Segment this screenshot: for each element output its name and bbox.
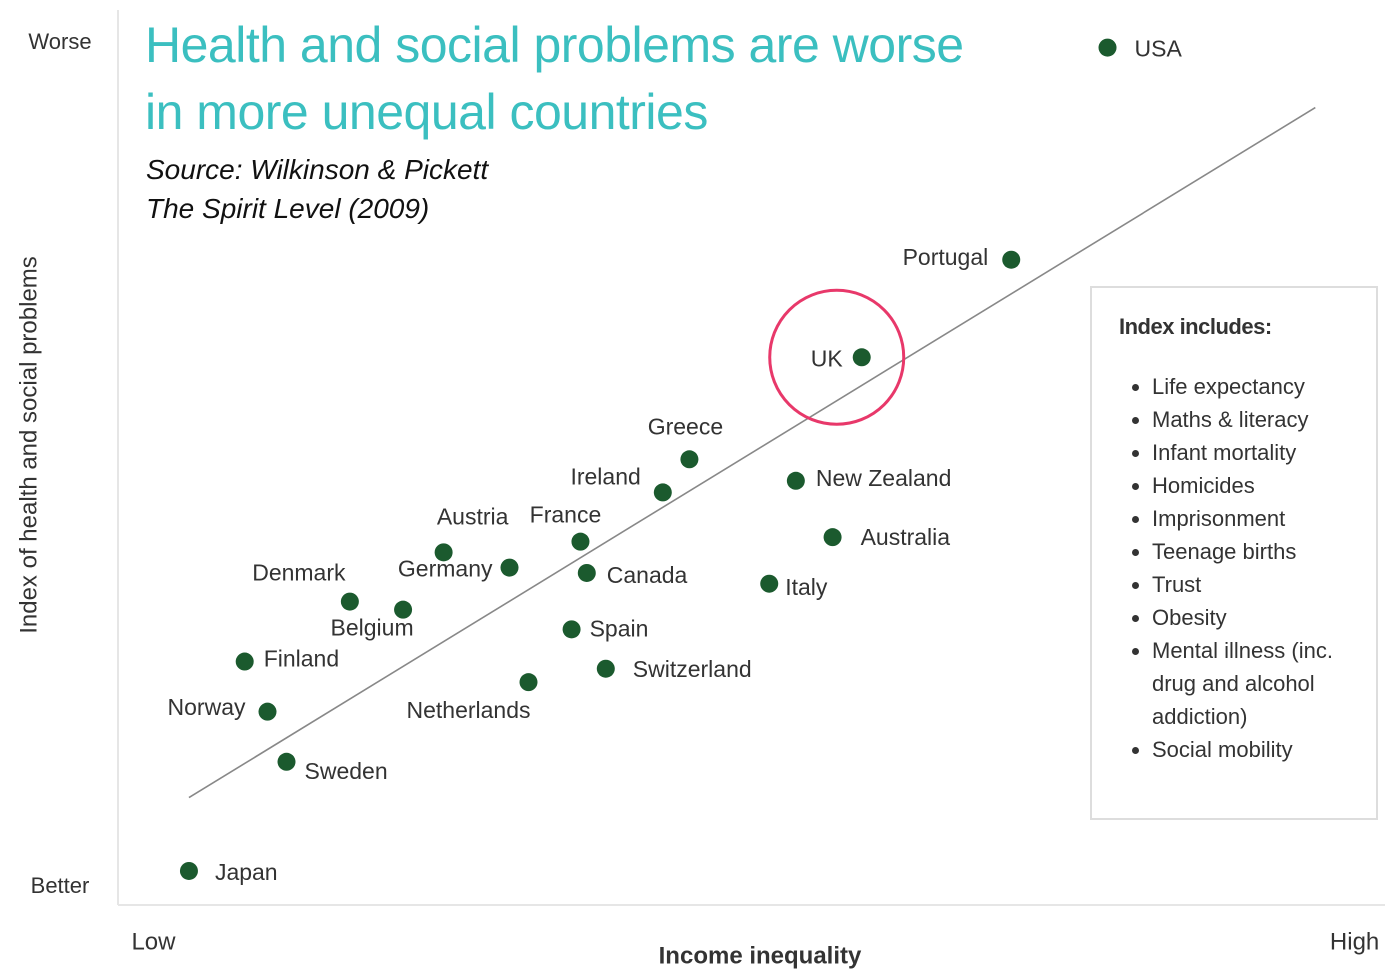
point-label: Austria bbox=[437, 503, 509, 529]
point bbox=[562, 620, 581, 639]
index-item: Social mobility bbox=[1152, 733, 1366, 766]
point-label: Portugal bbox=[903, 244, 989, 270]
point bbox=[823, 528, 842, 547]
point bbox=[500, 558, 519, 577]
point bbox=[519, 673, 538, 692]
point-label: Japan bbox=[215, 859, 278, 885]
trend-line bbox=[188, 106, 1316, 799]
highlight-ring bbox=[768, 288, 906, 426]
point-label: Germany bbox=[398, 556, 493, 582]
index-item: Homicides bbox=[1152, 469, 1366, 502]
y-tick-label: Better bbox=[31, 873, 90, 898]
point-label: Spain bbox=[590, 615, 649, 641]
index-box: Index includes: Life expectancyMaths & l… bbox=[1090, 286, 1378, 820]
point bbox=[235, 652, 254, 671]
point-label: Australia bbox=[861, 524, 951, 550]
point bbox=[577, 563, 596, 582]
point bbox=[571, 532, 590, 551]
source-line: Source: Wilkinson & Pickett bbox=[146, 154, 489, 185]
point bbox=[653, 483, 672, 502]
index-item: Infant mortality bbox=[1152, 436, 1366, 469]
index-item: Trust bbox=[1152, 568, 1366, 601]
point-label: Norway bbox=[168, 694, 246, 720]
point bbox=[340, 592, 359, 611]
point-label: Denmark bbox=[252, 560, 346, 586]
point bbox=[1098, 38, 1117, 57]
point-label: UK bbox=[811, 345, 844, 371]
point-label: Canada bbox=[607, 562, 688, 588]
point bbox=[394, 600, 413, 619]
point-label: Sweden bbox=[305, 758, 388, 784]
point-label: Italy bbox=[785, 574, 828, 600]
chart-title: Health and social problems are worse in … bbox=[145, 17, 964, 140]
index-box-title: Index includes: bbox=[1119, 314, 1272, 339]
point bbox=[596, 659, 615, 678]
index-list: Life expectancyMaths & literacyInfant mo… bbox=[1092, 370, 1376, 766]
point-label: USA bbox=[1135, 36, 1183, 62]
point bbox=[434, 543, 453, 562]
index-item: Mental illness (inc. drug and alcohol ad… bbox=[1152, 634, 1366, 733]
source-line: The Spirit Level (2009) bbox=[146, 193, 430, 224]
point-label: New Zealand bbox=[816, 465, 952, 491]
y-axis-title: Index of health and social problems bbox=[15, 256, 42, 634]
x-axis-title: Income inequality bbox=[659, 942, 862, 969]
index-item: Life expectancy bbox=[1152, 370, 1366, 403]
index-item: Maths & literacy bbox=[1152, 403, 1366, 436]
point bbox=[852, 348, 871, 367]
index-item: Obesity bbox=[1152, 601, 1366, 634]
point-label: France bbox=[530, 502, 602, 528]
point-label: Belgium bbox=[331, 615, 414, 641]
index-item: Imprisonment bbox=[1152, 502, 1366, 535]
point bbox=[760, 574, 779, 593]
index-item: Teenage births bbox=[1152, 535, 1366, 568]
x-tick-label: High bbox=[1330, 928, 1379, 955]
point-label: Switzerland bbox=[633, 656, 752, 682]
point bbox=[680, 450, 699, 469]
point bbox=[1002, 250, 1021, 269]
point bbox=[258, 702, 277, 721]
point-label: Ireland bbox=[570, 463, 640, 489]
point bbox=[179, 861, 198, 880]
x-tick-label: Low bbox=[131, 928, 176, 955]
y-tick-label: Worse bbox=[28, 29, 91, 54]
point-label: Netherlands bbox=[406, 697, 530, 723]
point-label: Greece bbox=[648, 413, 723, 439]
point-label: Finland bbox=[264, 646, 339, 672]
point bbox=[786, 471, 805, 490]
point bbox=[277, 752, 296, 771]
